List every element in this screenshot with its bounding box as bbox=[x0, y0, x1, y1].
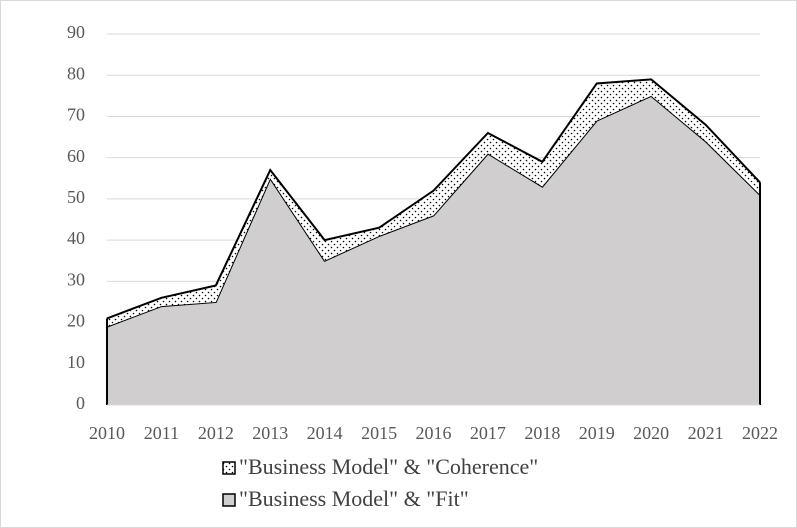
y-tick-label: 20 bbox=[67, 311, 85, 331]
legend-label: "Business Model" & "Coherence" bbox=[239, 454, 538, 479]
x-tick-label: 2017 bbox=[470, 423, 506, 443]
x-tick-label: 2012 bbox=[198, 423, 234, 443]
x-tick-label: 2015 bbox=[361, 423, 397, 443]
legend-swatch bbox=[222, 493, 236, 507]
y-tick-label: 40 bbox=[67, 228, 85, 248]
x-tick-label: 2021 bbox=[688, 423, 724, 443]
legend-label: "Business Model" & "Fit" bbox=[239, 486, 469, 511]
x-tick-label: 2013 bbox=[252, 423, 288, 443]
area bbox=[107, 79, 760, 327]
y-tick-label: 10 bbox=[67, 352, 85, 372]
y-tick-label: 70 bbox=[67, 105, 85, 125]
x-tick-label: 2018 bbox=[524, 423, 560, 443]
x-tick-label: 2011 bbox=[144, 423, 179, 443]
y-tick-label: 90 bbox=[67, 22, 85, 42]
y-tick-label: 80 bbox=[67, 63, 85, 83]
y-tick-label: 50 bbox=[67, 187, 85, 207]
y-tick-label: 0 bbox=[76, 393, 85, 413]
y-tick-label: 30 bbox=[67, 269, 85, 289]
x-tick-label: 2019 bbox=[579, 423, 615, 443]
area bbox=[107, 95, 760, 405]
legend-swatch bbox=[222, 461, 236, 475]
x-tick-label: 2022 bbox=[742, 423, 778, 443]
area-edge bbox=[106, 78, 761, 320]
y-tick-label: 60 bbox=[67, 146, 85, 166]
x-tick-label: 2010 bbox=[89, 423, 125, 443]
x-tick-label: 2016 bbox=[416, 423, 452, 443]
x-tick-label: 2020 bbox=[633, 423, 669, 443]
x-tick-label: 2014 bbox=[307, 423, 343, 443]
